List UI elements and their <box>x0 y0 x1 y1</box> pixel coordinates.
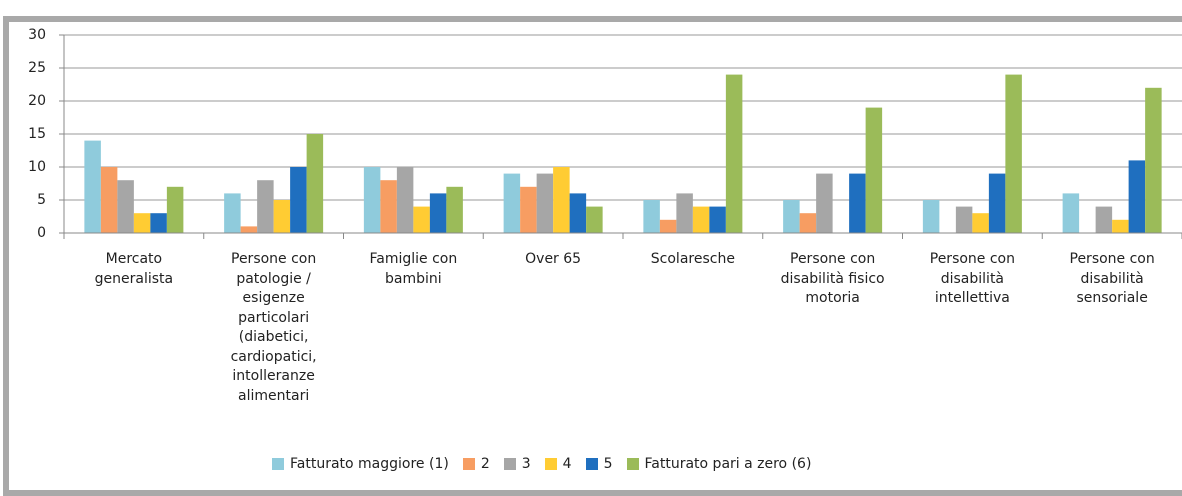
y-tick-label: 10 <box>28 159 46 175</box>
x-tick-label: Over 65 <box>525 251 582 267</box>
legend-label: Fatturato pari a zero (6) <box>644 456 812 472</box>
bar <box>150 213 167 233</box>
bar <box>709 206 726 233</box>
bar <box>849 173 866 233</box>
bar <box>396 167 414 233</box>
legend-item: Fatturato pari a zero (6) <box>626 456 812 472</box>
bar <box>429 193 447 233</box>
y-tick-label: 25 <box>28 60 46 76</box>
legend-item: Fatturato maggiore (1) <box>272 456 449 472</box>
bar <box>1005 74 1022 233</box>
bar <box>536 173 554 233</box>
x-tick-label: Famiglie con bambini <box>369 251 458 287</box>
bar <box>659 219 677 233</box>
bar <box>100 167 118 233</box>
bar <box>569 193 587 233</box>
bar <box>413 206 430 233</box>
bar <box>503 173 521 233</box>
bar <box>166 186 184 233</box>
x-tick-label: Persone con disabilità sensoriale <box>1069 251 1155 306</box>
bar <box>1095 206 1113 233</box>
legend-label: 3 <box>521 456 531 472</box>
bar <box>84 140 101 233</box>
legend-swatch <box>544 458 557 470</box>
bar <box>133 213 151 233</box>
bar <box>306 134 324 233</box>
legend-swatch <box>626 458 639 470</box>
chart-frame <box>3 16 1182 496</box>
x-tick-label: Mercato generalista <box>94 251 174 287</box>
bar <box>117 180 134 233</box>
bar <box>816 173 833 233</box>
bar <box>273 200 291 233</box>
legend-label: Fatturato maggiore (1) <box>290 456 449 472</box>
bar <box>520 186 537 233</box>
legend-swatch <box>503 458 516 470</box>
bar <box>692 206 710 233</box>
bar <box>922 200 940 233</box>
legend-swatch <box>462 458 475 470</box>
bar <box>224 193 241 233</box>
y-tick-label: 20 <box>28 93 46 109</box>
bar <box>240 226 258 233</box>
bar <box>446 186 463 233</box>
legend-swatch <box>585 458 598 470</box>
bar <box>1062 193 1080 233</box>
bar <box>972 213 989 233</box>
bar <box>553 167 570 233</box>
bar <box>257 180 274 233</box>
x-tick-label: Scolaresche <box>650 251 735 267</box>
bar <box>290 167 307 233</box>
legend-item: 2 <box>462 456 490 472</box>
bar <box>380 180 397 233</box>
bar <box>643 200 660 233</box>
bar <box>725 74 743 233</box>
bar <box>955 206 973 233</box>
bar <box>783 200 800 233</box>
bar <box>1112 219 1129 233</box>
legend-label: 5 <box>603 456 613 472</box>
legend-label: 2 <box>480 456 490 472</box>
bar <box>1145 87 1162 233</box>
legend-label: 4 <box>562 456 572 472</box>
legend-item: 3 <box>503 456 531 472</box>
y-tick-label: 0 <box>37 225 46 241</box>
legend-item: 4 <box>544 456 572 472</box>
bar <box>799 213 817 233</box>
x-tick-label: Persone con disabilità fisico motoria <box>780 251 885 306</box>
x-tick-label: Persone con patologie / esigenze partico… <box>230 251 317 404</box>
bar <box>1128 160 1146 233</box>
legend: Fatturato maggiore (1) 2 3 4 5 Fatturato pari… <box>272 456 811 472</box>
bar <box>363 167 381 233</box>
bar <box>586 206 603 233</box>
x-tick-label: Persone con disabilità intellettiva <box>929 251 1015 306</box>
legend-item: 5 <box>585 456 613 472</box>
y-tick-label: 30 <box>28 27 46 43</box>
bar <box>676 193 693 233</box>
y-tick-label: 5 <box>37 192 46 208</box>
bar <box>865 107 883 233</box>
bar <box>988 173 1006 233</box>
y-tick-label: 15 <box>28 126 46 142</box>
legend-swatch <box>272 458 284 470</box>
